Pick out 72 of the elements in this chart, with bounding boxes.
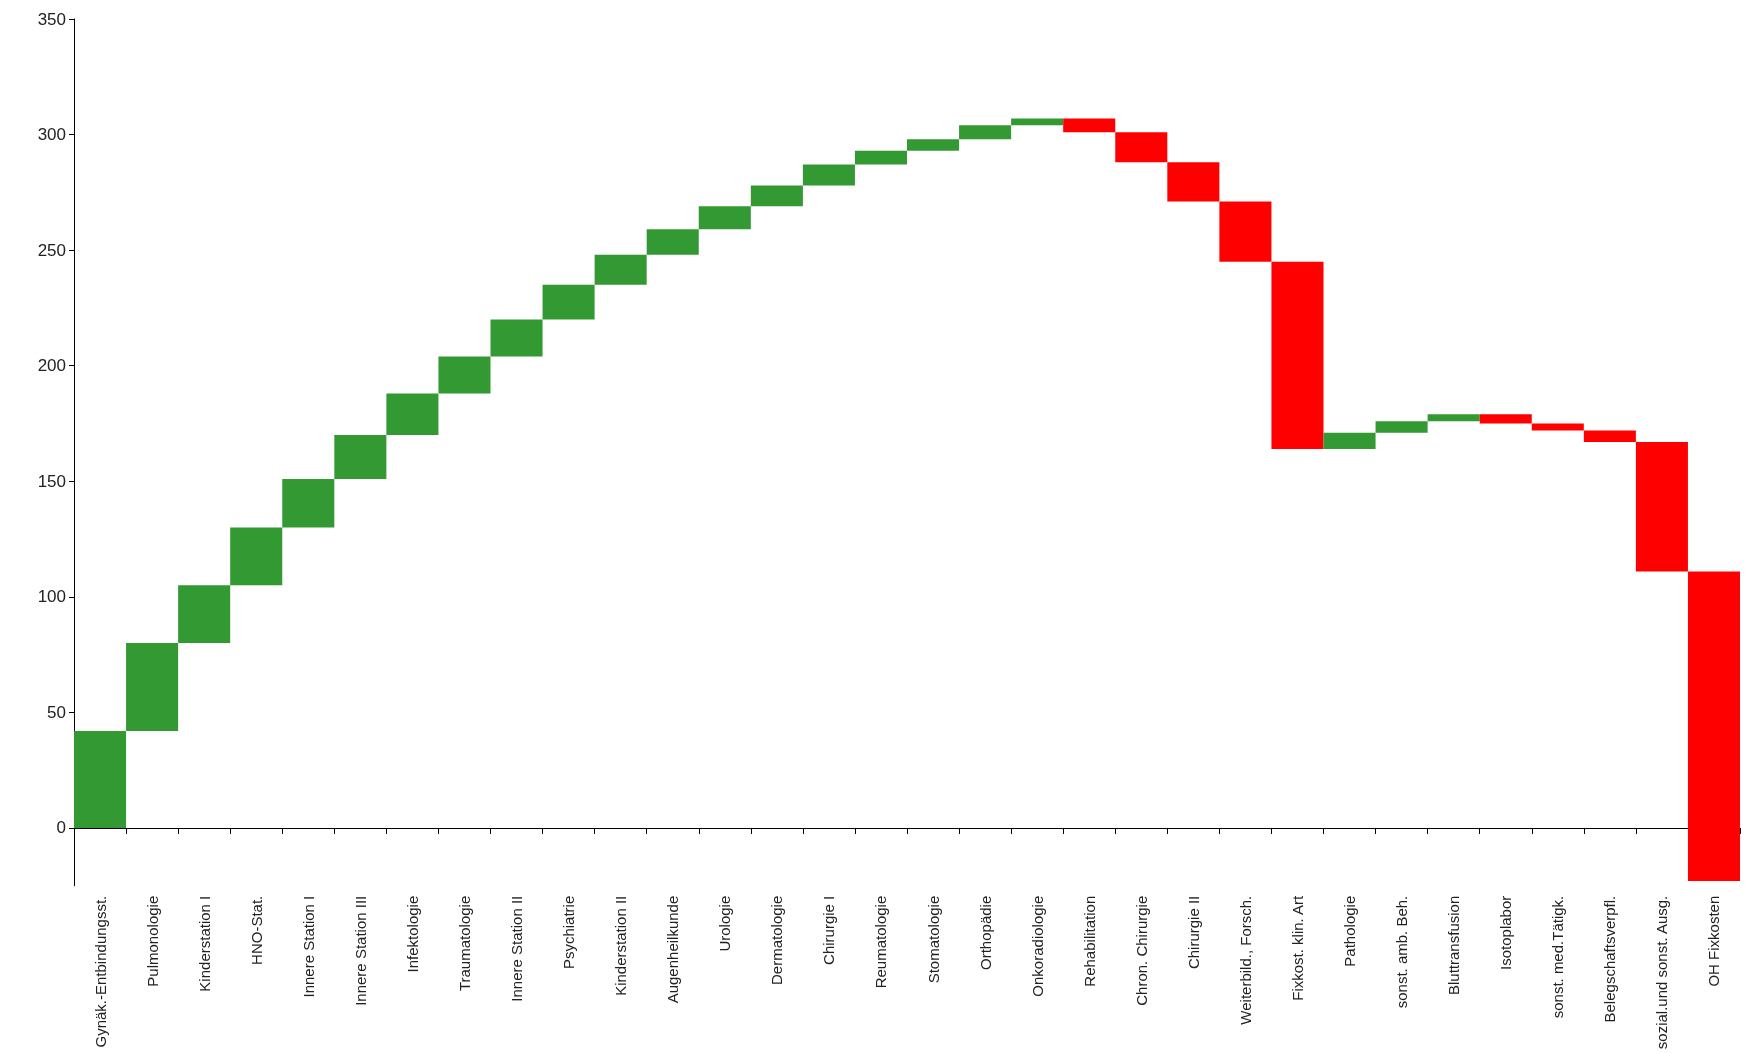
bar — [907, 139, 960, 151]
bar — [334, 435, 387, 479]
x-tick-label: sonst. med.Tätigk. — [1549, 895, 1567, 1019]
bar — [1687, 571, 1740, 882]
y-tick-label: 0 — [56, 818, 66, 838]
x-tick-label: Urologie — [716, 895, 734, 952]
x-tick-label: Traumatologie — [455, 895, 473, 992]
x-tick-label: Infektologie — [403, 895, 421, 973]
x-tick-label: Innere Station II — [508, 895, 526, 1002]
x-tick-label: Innere Station III — [351, 895, 369, 1006]
x-tick-label: OH Fixkosten — [1705, 895, 1723, 987]
bar — [959, 125, 1012, 140]
bar — [1427, 414, 1480, 422]
bar — [1323, 432, 1376, 449]
x-tick-label: Chirurgie II — [1184, 895, 1202, 970]
bar — [1219, 201, 1272, 262]
x-tick-label: Rehabilitation — [1080, 895, 1098, 987]
x-tick-label: Isotoplabor — [1497, 895, 1515, 970]
bar — [178, 585, 231, 644]
bar — [802, 164, 855, 186]
x-tick-label: Orthopädie — [976, 895, 994, 970]
x-tick-label: HNO-Stat. — [247, 895, 265, 965]
x-tick-label: Stomatologie — [924, 895, 942, 984]
x-tick-label: Dermatologie — [768, 895, 786, 985]
y-tick-label: 300 — [37, 125, 66, 145]
bar — [594, 254, 647, 285]
bar — [490, 319, 543, 357]
y-tick-label: 150 — [37, 471, 66, 491]
bar — [1583, 430, 1636, 442]
x-tick-label: Bluttransfusion — [1445, 895, 1463, 995]
x-tick-label: sozial.und sonst. Ausg. — [1653, 895, 1671, 1050]
x-tick-label: Onkoradiologie — [1028, 895, 1046, 997]
x-tick-label: Weiterbild., Forsch. — [1236, 895, 1254, 1025]
x-tick-label: Kinderstation I — [195, 895, 213, 992]
bar — [1479, 414, 1532, 424]
bar — [74, 730, 127, 828]
x-tick-label: Reumatologie — [872, 895, 890, 989]
bar — [1063, 118, 1116, 133]
x-tick-label: Belegschaftsverpfl. — [1601, 895, 1619, 1023]
y-tick-label: 200 — [37, 356, 66, 376]
x-tick-label: Gynäk.-Entbindungsst. — [91, 895, 109, 1048]
x-tick-label: Innere Station I — [299, 895, 317, 998]
bar — [230, 527, 283, 586]
y-tick-label: 100 — [37, 587, 66, 607]
bar — [1115, 132, 1168, 163]
bar — [438, 356, 491, 394]
bar — [854, 150, 907, 165]
x-tick-label: Psychiatrie — [560, 895, 578, 970]
x-tick-label: Chron. Chirurgie — [1132, 895, 1150, 1006]
bar — [646, 229, 699, 255]
x-tick-label: Fixkost. klin. Art — [1288, 894, 1306, 1001]
bar — [750, 185, 803, 207]
bar — [1271, 261, 1324, 449]
bar — [1375, 421, 1428, 433]
bar — [1635, 441, 1688, 572]
y-tick-label: 50 — [47, 702, 66, 722]
bar — [386, 393, 439, 436]
bar — [542, 284, 595, 320]
x-tick-label: Pulmonologie — [143, 895, 161, 987]
x-tick-label: Pathologie — [1341, 895, 1359, 967]
x-tick-label: Kinderstation II — [612, 895, 630, 996]
y-tick-label: 350 — [37, 9, 66, 29]
bar — [126, 643, 179, 731]
bar — [282, 478, 335, 528]
bar — [1531, 423, 1584, 431]
x-tick-label: sonst. amb. Beh. — [1393, 895, 1411, 1009]
bar — [1011, 118, 1064, 126]
x-tick-label: Chirurgie I — [820, 895, 838, 965]
x-tick-label: Augenheilkunde — [664, 895, 682, 1004]
y-tick-label: 250 — [37, 240, 66, 260]
bar — [698, 206, 751, 230]
bar — [1167, 162, 1220, 202]
